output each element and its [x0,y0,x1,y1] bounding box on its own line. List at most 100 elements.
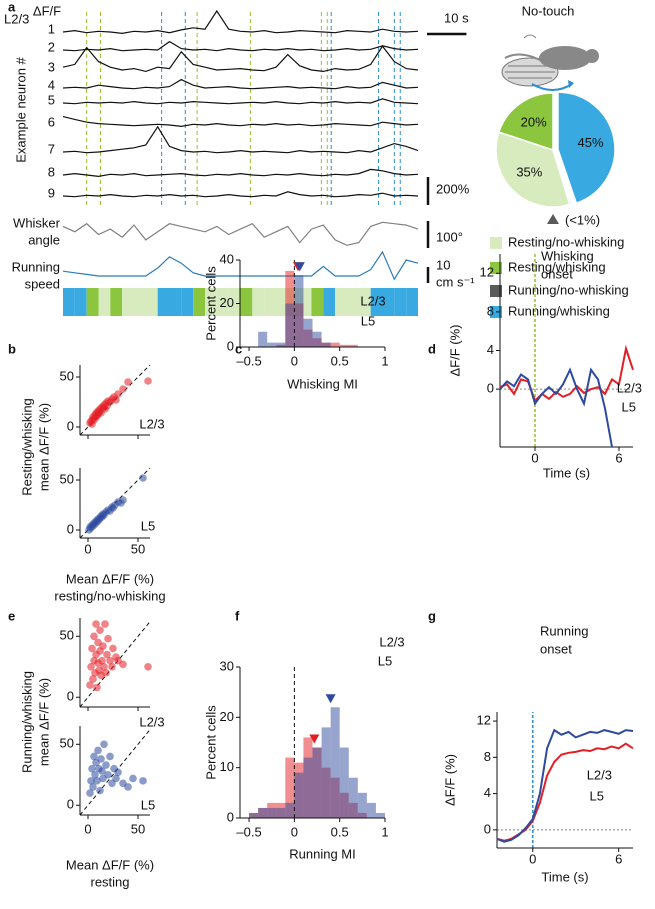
state-segment [335,288,347,316]
series-label: L2/3 [139,416,164,431]
dot [100,662,108,671]
dot [87,777,95,785]
dot [89,675,97,683]
bar [294,275,304,347]
dot [104,634,112,643]
dot [112,396,120,404]
x-axis-label: Mean ΔF/F (%) [66,857,154,872]
y-axis-label: ΔF/F (%) [447,324,462,376]
legend-label: Running/no-whisking [508,282,629,297]
trace [62,78,419,90]
legend-label: Resting/whisking [508,259,606,274]
neuron-number: 9 [48,185,55,200]
x-tick-label: 0 [291,824,298,839]
panel-letter: f [235,608,240,623]
trace [62,98,419,105]
legend-label: L5 [378,653,392,668]
line [496,728,634,843]
neuron-number: 1 [48,21,55,36]
x-tick-label: 1 [381,353,388,368]
bar [294,772,304,818]
series-label: L5 [141,518,155,533]
bar [249,812,259,818]
state-segment [134,288,146,316]
state-segment [181,288,194,316]
signal-label: ΔF/F [33,3,61,18]
dot [103,650,111,659]
y-tick-label: 4 [487,342,494,357]
dot [97,755,105,763]
line [499,344,634,403]
y-axis-label: mean ΔF/F (%) [36,678,51,766]
legend-swatch [490,285,502,297]
legend-label: L2/3 [617,380,642,395]
trace [62,45,419,73]
legend-label: L5 [590,788,604,803]
state-segment [406,288,418,316]
legend-label: L5 [622,399,636,414]
dot [119,660,127,669]
bar [285,757,295,818]
neuron-number: 8 [48,164,55,179]
state-segment [98,288,111,316]
dot [90,752,98,761]
trace [62,221,419,246]
bar [303,318,313,347]
scale-label: 10 s [444,10,469,25]
legend-swatch [490,262,502,274]
dot [86,789,94,797]
state-segment [311,288,324,316]
panel-letter: a [8,0,16,14]
x-tick-label: 0 [291,353,298,368]
state-segment [394,288,407,316]
y-tick-label: 10 [220,759,234,774]
x-axis-label: resting [90,874,129,889]
dot [92,620,100,628]
bar [375,812,385,818]
state-segment [86,288,99,316]
dot [114,390,122,398]
x-axis-label: Running MI [289,846,355,861]
x-tick-label: 6 [615,851,622,866]
dot [139,777,147,785]
y-tick-label: 0 [67,689,74,704]
neuron-number: 7 [48,141,55,156]
y-axis-label: Running/whisking [19,671,34,773]
y-tick-label: 40 [220,251,234,266]
y-axis-label: mean ΔF/F (%) [36,403,51,491]
panel-letter: c [235,341,242,356]
dot [119,496,127,504]
arrow-head [568,80,574,88]
trace [62,40,419,52]
median-marker [325,694,336,704]
bar [303,757,313,818]
x-axis-label: Time (s) [541,869,588,884]
dot [86,681,94,689]
annotation: onset [540,641,572,656]
pie-slice [497,92,554,152]
panel-letter: e [8,608,15,623]
state-segment [110,288,123,316]
panel-letter: d [428,341,436,356]
dot [93,777,101,785]
annotation: Running [540,623,588,638]
annotation: Whisking [541,248,594,263]
state-segment [252,288,265,316]
y-tick-label: 8 [484,749,491,764]
slice-label: 35% [516,165,542,180]
bar [276,807,286,818]
whisker-arrow [523,34,537,39]
legend-swatch [490,237,502,249]
legend-label: L5 [361,313,375,328]
dot [114,768,122,777]
trace [62,125,419,154]
annotation: onset [541,266,573,281]
state-segment [276,288,288,316]
bar [285,802,295,818]
state-segment [63,288,75,316]
y-tick-label: 12 [480,265,494,280]
y-tick-label: 50 [60,471,74,486]
y-tick-label: 0 [227,809,234,824]
bar [285,303,295,347]
